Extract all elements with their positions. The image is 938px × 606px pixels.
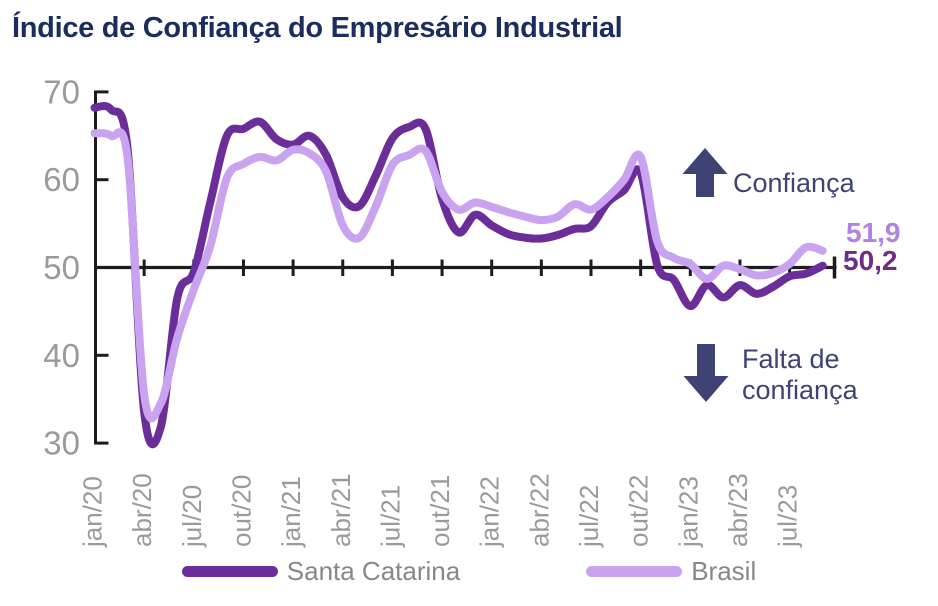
x-axis-label: abr/21: [326, 473, 356, 547]
x-axis-label: abr/22: [524, 473, 554, 547]
x-axis-label: jan/22: [475, 476, 505, 548]
series-line-brasil: [90, 128, 827, 423]
annotation-lack-line1: Falta de: [742, 344, 840, 374]
x-axis-label: jul/20: [177, 485, 207, 548]
x-axis-label: out/20: [226, 475, 256, 547]
annotation-lack-line2: confiança: [742, 375, 858, 405]
legend-spacer: [469, 571, 577, 572]
y-axis-label: 70: [43, 73, 80, 110]
legend-swatch-brasil: [586, 566, 683, 577]
x-axis-label: jan/20: [78, 476, 108, 548]
legend-swatch-santa-catarina: [181, 566, 278, 577]
legend: Santa Catarina Brasil: [0, 556, 938, 587]
series-line-santa-catarina: [90, 101, 827, 449]
legend-label-brasil: Brasil: [691, 556, 757, 586]
x-axis-label: out/21: [425, 475, 455, 547]
annotation-lack-of-confidence: Falta de confiança: [742, 344, 858, 406]
page-title: Índice de Confiança do Empresário Indust…: [12, 12, 623, 44]
y-axis-label: 60: [43, 161, 80, 198]
annotation-confidence: Confiança: [733, 168, 855, 199]
confidence-up-arrow-icon: [682, 148, 728, 197]
x-axis-label: out/22: [624, 475, 654, 547]
annotation-confidence-label: Confiança: [733, 168, 855, 198]
x-axis-label: jan/23: [673, 476, 703, 548]
x-axis-label: jan/21: [276, 476, 306, 548]
legend-label-santa-catarina: Santa Catarina: [286, 556, 461, 586]
y-axis-label: 50: [43, 249, 80, 286]
x-axis-label: abr/23: [723, 473, 753, 547]
x-axis-label: jul/22: [574, 485, 604, 548]
end-value-santa-catarina: 50,2: [843, 245, 898, 276]
end-value-brasil: 51,9: [846, 217, 901, 248]
x-axis-label: jul/23: [773, 485, 803, 548]
y-axis-label: 40: [43, 337, 80, 374]
confidence-down-arrow-icon: [683, 344, 729, 402]
y-axis-label: 30: [43, 425, 80, 462]
x-axis-label: abr/20: [127, 473, 157, 547]
x-axis-label: jul/21: [375, 485, 405, 548]
